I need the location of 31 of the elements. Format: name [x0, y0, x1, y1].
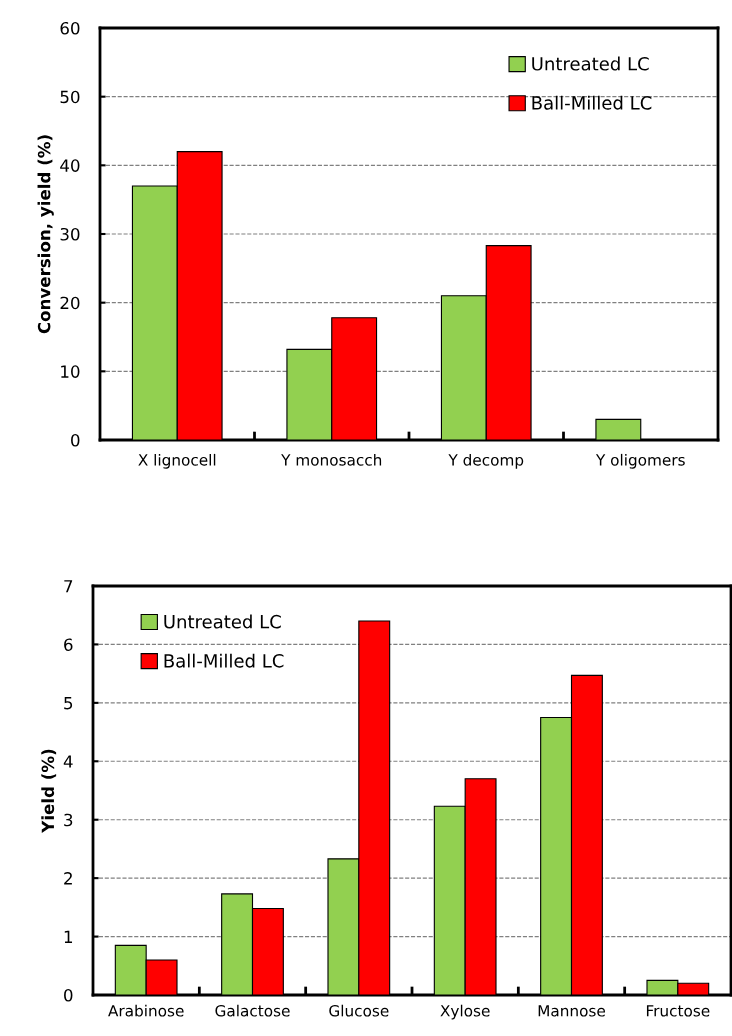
x-tick-label: Y decomp — [448, 453, 524, 469]
y-tick-label: 60 — [60, 21, 80, 35]
y-tick-label: 0 — [64, 988, 73, 1002]
x-tick-label: Y oligomers — [595, 453, 685, 469]
y-tick-label: 50 — [60, 90, 80, 104]
x-tick-label: Mannose — [538, 1005, 605, 1017]
legend-label: Untreated LC — [532, 56, 649, 71]
legend-label: Ball-Milled LC — [164, 653, 284, 668]
y-tick-label: 0 — [71, 433, 80, 447]
y-tick-label: 7 — [64, 580, 73, 593]
y-tick-label: 4 — [63, 755, 73, 768]
x-tick-label: Xylose — [440, 1004, 490, 1020]
x-tick-label: Fructose — [646, 1005, 710, 1017]
legend-label: Ball-Milled LC — [532, 95, 652, 110]
x-tick-label: X lignocell — [138, 453, 216, 469]
y-axis-title: Conversion, yield (%) — [37, 135, 54, 334]
x-tick-label: Galactose — [215, 1004, 290, 1017]
y-tick-label: 40 — [60, 159, 80, 172]
x-tick-label: Y monosacch — [281, 453, 382, 466]
y-tick-label: 6 — [64, 638, 73, 651]
y-axis-title: Yield (%) — [41, 749, 57, 833]
y-tick-label: 2 — [64, 872, 72, 885]
y-tick-label: 30 — [60, 227, 80, 241]
x-tick-label: Glucose — [329, 1004, 389, 1017]
y-tick-label: 5 — [64, 697, 73, 710]
y-tick-label: 20 — [60, 296, 80, 310]
y-tick-label: 3 — [64, 813, 73, 827]
y-tick-label: 1 — [64, 930, 73, 943]
x-tick-label: Arabinose — [108, 1004, 184, 1017]
y-tick-label: 10 — [61, 365, 80, 378]
legend-label: Untreated LC — [164, 614, 281, 629]
